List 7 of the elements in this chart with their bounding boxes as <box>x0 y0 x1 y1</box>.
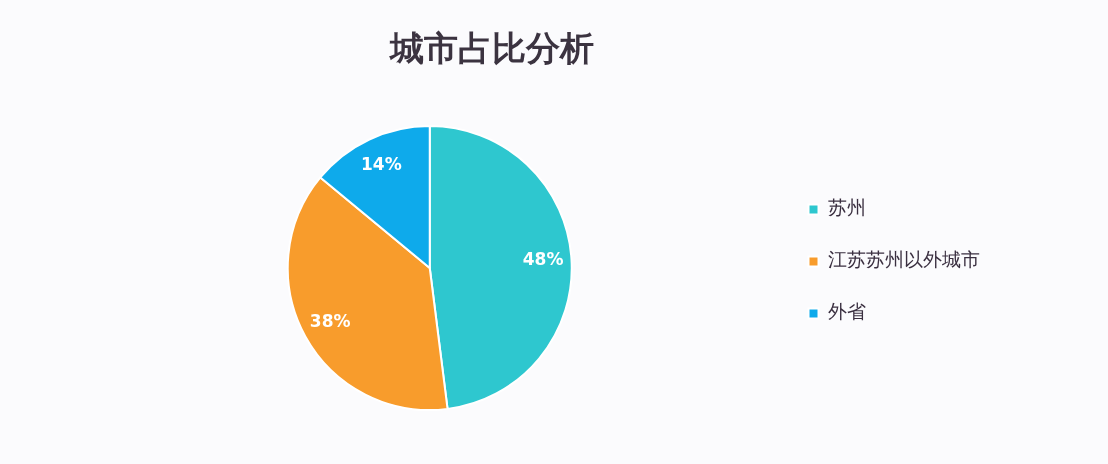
legend-label: 江苏苏州以外城市 <box>828 248 980 271</box>
data-label: 14% <box>361 153 402 174</box>
data-label: 48% <box>522 249 564 270</box>
data-label: 38% <box>309 311 351 332</box>
legend-label: 外省 <box>828 300 866 323</box>
legend-label: 苏州 <box>828 196 866 219</box>
chart-title: 城市占比分析 <box>390 28 594 68</box>
